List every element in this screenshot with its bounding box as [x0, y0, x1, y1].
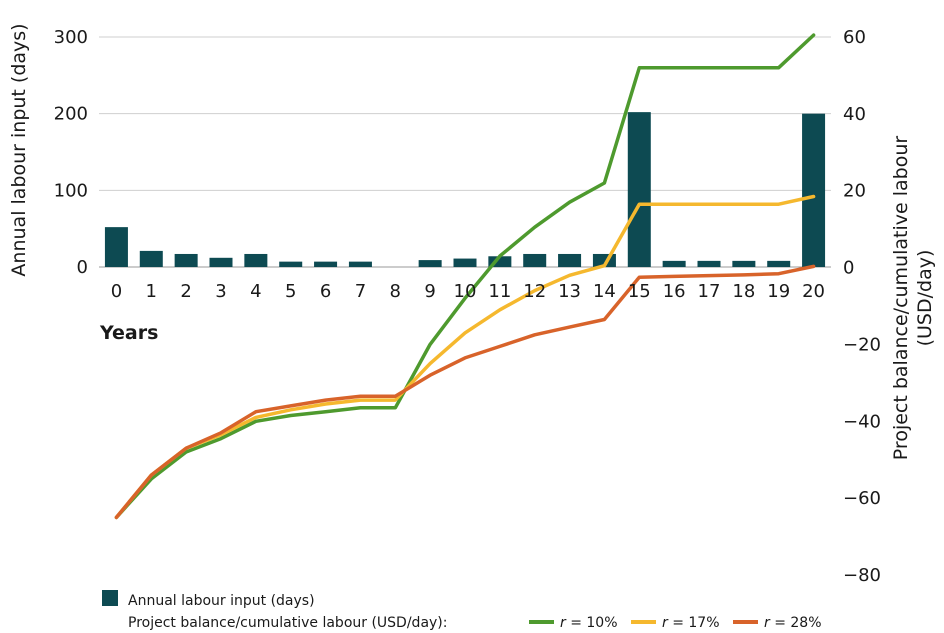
x-axis-label: Years: [99, 322, 158, 344]
x-tick-label: 7: [355, 281, 366, 302]
legend-label-r28: r = 28%: [764, 615, 822, 631]
y-left-axis-label: Annual labour input (days): [8, 23, 30, 276]
y-right-axis-label-line2: (USD/day): [914, 250, 936, 347]
legend-bar-label: Annual labour input (days): [128, 593, 315, 609]
x-tick-label: 9: [424, 281, 435, 302]
x-tick-label: 2: [180, 281, 191, 302]
bar: [732, 260, 756, 267]
x-tick-label: 0: [111, 281, 122, 302]
y-right-tick-label: 0: [843, 258, 854, 279]
y-right-tick-label: −60: [843, 488, 881, 509]
legend-lines-prefix: Project balance/cumulative labour (USD/d…: [128, 615, 447, 631]
legend: Annual labour input (days) Project balan…: [102, 590, 822, 631]
x-tick-label: 17: [698, 281, 721, 302]
x-tick-label: 6: [320, 281, 331, 302]
x-tick-label: 11: [488, 281, 511, 302]
y-right-tick-label: −80: [843, 565, 881, 586]
x-tick-label: 20: [802, 281, 825, 302]
y-left-tick-label: 300: [54, 27, 88, 48]
y-left-tick-label: 200: [54, 104, 88, 125]
x-tick-label: 8: [390, 281, 401, 302]
bar: [662, 260, 686, 267]
y-left-tick-label: 0: [77, 257, 88, 278]
bar: [174, 253, 198, 267]
y-right-tick-label: 60: [843, 27, 866, 48]
legend-label-r10: r = 10%: [560, 615, 618, 631]
bar: [314, 261, 338, 267]
x-tick-label: 16: [663, 281, 686, 302]
y-right-tick-label: −40: [843, 411, 881, 432]
series-lines: [114, 33, 816, 520]
y-left-tick-labels: 0 100 200 300: [54, 27, 88, 278]
x-tick-label: 19: [767, 281, 790, 302]
bar: [244, 253, 268, 267]
bar: [453, 258, 477, 267]
bar: [209, 257, 233, 267]
bar: [697, 260, 721, 267]
y-right-tick-label: −20: [843, 334, 881, 355]
bar: [104, 227, 128, 267]
series-line-1: [114, 194, 816, 520]
x-tick-label: 13: [558, 281, 581, 302]
legend-bar-swatch: [102, 590, 118, 606]
bar: [523, 253, 547, 267]
bar: [418, 260, 442, 267]
x-tick-label: 12: [523, 281, 546, 302]
bar: [488, 256, 512, 267]
x-tick-label: 10: [454, 281, 477, 302]
x-tick-label: 15: [628, 281, 651, 302]
series-line-0: [114, 33, 816, 520]
x-tick-label: 14: [593, 281, 616, 302]
x-tick-label: 3: [215, 281, 226, 302]
bar: [802, 113, 826, 268]
series-line-2: [114, 264, 816, 520]
y-right-tick-label: 40: [843, 104, 866, 125]
bar: [348, 261, 372, 267]
x-tick-label: 1: [146, 281, 157, 302]
bar: [627, 112, 651, 267]
gridlines: [99, 36, 831, 268]
x-tick-label: 4: [250, 281, 261, 302]
y-right-tick-label: 20: [843, 181, 866, 202]
y-left-tick-label: 100: [54, 180, 88, 201]
bar: [767, 260, 791, 267]
bar: [279, 261, 303, 267]
y-right-axis-label-line1: Project balance/cumulative labour: [890, 136, 912, 461]
bars: [104, 112, 826, 268]
x-tick-label: 5: [285, 281, 296, 302]
bar: [558, 253, 582, 267]
x-tick-labels: 0 1 2 3 4 5 6 7 8 9 10 11 12 13 14 15 16 17 18 19 20: [111, 281, 825, 302]
y-right-tick-labels: 60 40 20 0 −20 −40 −60 −80: [843, 27, 881, 586]
legend-label-r17: r = 17%: [662, 615, 720, 631]
x-tick-label: 18: [732, 281, 755, 302]
bar: [139, 250, 163, 267]
